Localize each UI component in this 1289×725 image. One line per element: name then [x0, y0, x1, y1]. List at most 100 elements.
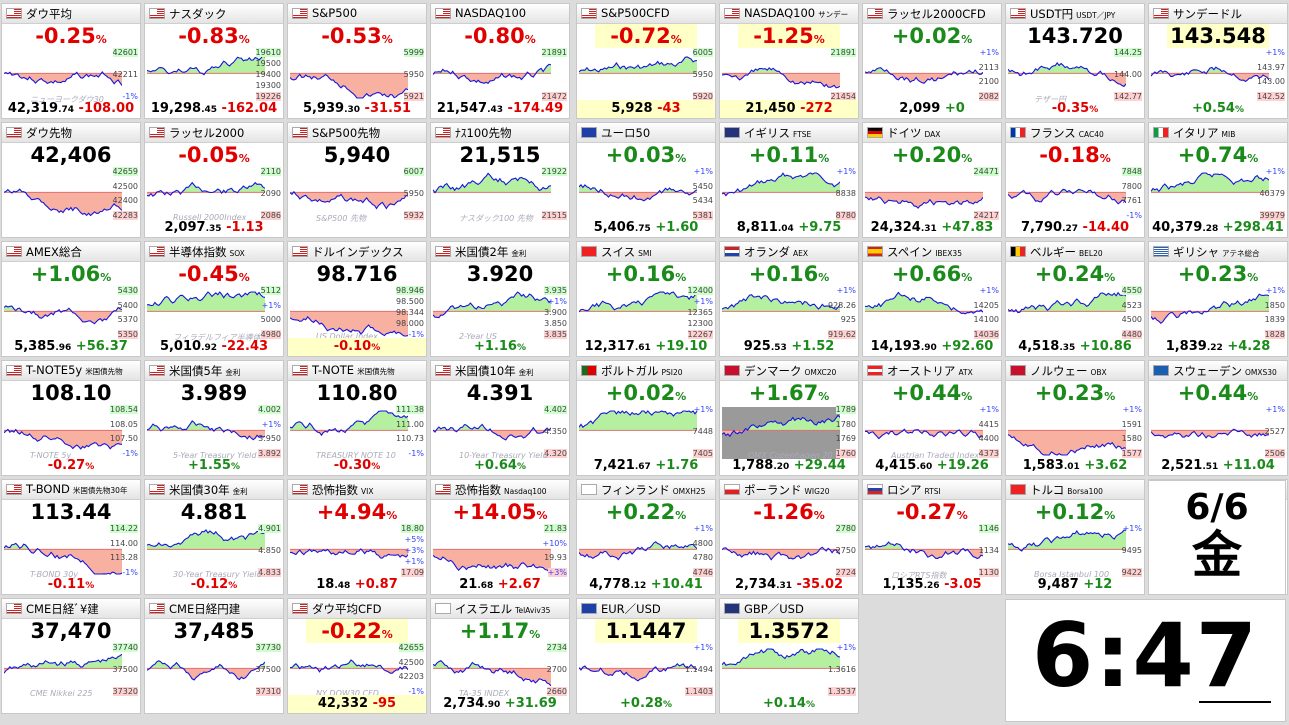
- axis-label: 142.52: [1257, 92, 1285, 101]
- market-tile[interactable]: 米国債30年 金利 4.881 4.901 4.850 4.833 30-Year Trea…: [144, 479, 284, 595]
- market-tile[interactable]: S&P500CFD -0.72% 6005 5950 5920 5,928 -43: [576, 3, 716, 119]
- market-tile[interactable]: ダウ先物 42,406 42659 42500 42400 42283: [1, 122, 141, 238]
- tile-name: フランス CAC40: [1030, 126, 1104, 140]
- last-price: 14,193: [870, 339, 921, 354]
- axis-label: 98.000: [396, 319, 424, 328]
- market-tile[interactable]: ダウ平均CFD -0.22% 42655 42500 42203 -1% NY DOW30 …: [287, 598, 427, 714]
- market-tile[interactable]: イスラエル TelAviv35 +1.17% 2734 2700 2660 TA-35 IN…: [430, 598, 570, 714]
- market-tile[interactable]: ラッセル2000 -0.05% 2110 2090 2086 Russell 2000In…: [144, 122, 284, 238]
- area-down: [4, 668, 122, 674]
- tile-header: フィンランド OMXH25: [577, 480, 715, 500]
- tile-subname: OBX: [1090, 368, 1107, 377]
- market-tile[interactable]: S&P500 -0.53% 5999 5950 5921 5,939.30 -31.51: [287, 3, 427, 119]
- market-tile[interactable]: フィンランド OMXH25 +0.22% +1% 4800 4780 4746 4,778.1…: [576, 479, 716, 595]
- market-tile[interactable]: T-NOTE5y 米国債先物 108.10 108.54 108.05 107.50 -1%…: [1, 360, 141, 476]
- big-value: -0.25%: [2, 24, 140, 48]
- market-tile[interactable]: イタリア MIB +0.74% +1% 40379 39979 40,379.28 +298…: [1148, 122, 1288, 238]
- us-flag-icon: [581, 8, 597, 19]
- market-tile[interactable]: デンマーク OMXC20 +1.67% 1789 1780 1769 1760 OMX Cop…: [719, 360, 859, 476]
- last-price: 7,421: [593, 458, 635, 473]
- area-down: [290, 192, 408, 209]
- market-tile[interactable]: 米国債10年 金利 4.391 4.402 4.350 4.320 10-Year Trea…: [430, 360, 570, 476]
- axis-label: +1%: [693, 405, 713, 414]
- market-tile[interactable]: GBP／USD 1.3572 +1% 1.3616 1.3537 +0.14%: [719, 598, 859, 714]
- market-tile[interactable]: スウェーデン OMXS30 +0.44% +1% 2527 2506 2,521.51 +1…: [1148, 360, 1288, 476]
- price-line: [4, 542, 122, 575]
- chart-watermark: Austrian Traded Index: [891, 451, 980, 460]
- axis-label: 4746: [692, 568, 713, 577]
- market-tile[interactable]: 半導体指数 SOX -0.45% 5112 +1% 5000 4980 フィラデルフィア半導体…: [144, 241, 284, 357]
- market-tile[interactable]: ナスダック -0.83% 19610 19500 19400 19300 19226 19,2…: [144, 3, 284, 119]
- market-tile[interactable]: 米国債5年 金利 3.989 4.002 +1% 3.950 3.892 5-Year Tre…: [144, 360, 284, 476]
- market-tile[interactable]: ロシア RTSI -0.27% 1146 1134 1130 ロシアRTS指数 1,135.2…: [862, 479, 1002, 595]
- market-tile[interactable]: CME日経円建 37,485 37730 37500 37310: [144, 598, 284, 714]
- market-tile[interactable]: CME日経ﾞ¥建 37,470 37740 37500 37320 CME Nikkei …: [1, 598, 141, 714]
- axis-label: 8780: [835, 211, 856, 220]
- market-tile[interactable]: EUR／USD 1.1447 +1% 1.1494 1.1403 +0.28%: [576, 598, 716, 714]
- percent-sign: %: [1247, 271, 1259, 284]
- market-tile[interactable]: オーストリア ATX +0.44% +1% 4415 4400 4373 Austrian T…: [862, 360, 1002, 476]
- market-tile[interactable]: 恐怖指数 Nasdaq100 +14.05% 21.83 +10% 19.93 +3% 21.…: [430, 479, 570, 595]
- market-tile[interactable]: AMEX総合 +1.06% 5430 5400 5370 5350 5,385.96 +56…: [1, 241, 141, 357]
- axis-label: 1130: [978, 568, 999, 577]
- axis-label: 5950: [692, 70, 713, 79]
- tile-name: ラッセル2000: [169, 126, 245, 140]
- change-value: +10.86: [1079, 339, 1132, 354]
- market-tile[interactable]: USDT円 USDT／JPY 143.720 144.25 144.00 142.77 テザ…: [1005, 3, 1145, 119]
- last-price: 2,099: [899, 101, 941, 116]
- market-tile[interactable]: イギリス FTSE +0.11% +1% 8838 8780 8,811.04 +9.75: [719, 122, 859, 238]
- market-tile[interactable]: スペイン IBEX35 +0.66% +1% 14205 14100 14036 14,193…: [862, 241, 1002, 357]
- market-tile[interactable]: スイス SMI +0.16% 12400 +1% 12365 12300 12267 12,31…: [576, 241, 716, 357]
- market-tile[interactable]: 米国債2年 金利 3.920 3.935 +1% 3.900 3.850 3.835 2-Yea…: [430, 241, 570, 357]
- market-tile[interactable]: オランダ AEX +0.16% +1% 928.26 925 919.62 925.53 +1…: [719, 241, 859, 357]
- market-tile[interactable]: ﾅｽ100先物 21,515 21922 21515 ナスダック100 先物: [430, 122, 570, 238]
- price-line: [290, 659, 408, 674]
- big-value: 4.881: [145, 500, 283, 524]
- last-price: 4,518: [1018, 339, 1060, 354]
- market-tile[interactable]: トルコ Borsa100 +0.12% +1% 9495 9422 Borsa Istanb…: [1005, 479, 1145, 595]
- market-tile[interactable]: ベルギー BEL20 +0.24% 4550 4523 4500 4480 4,518.35 …: [1005, 241, 1145, 357]
- market-tile[interactable]: ラッセル2000CFD +0.02% +1% 2113 2100 2082 2,099 +0: [862, 3, 1002, 119]
- last-price: 21: [459, 577, 478, 592]
- big-value: 21,515: [431, 143, 569, 167]
- tile-footer: 925.53 +1.52: [720, 338, 858, 356]
- area-down: [1151, 311, 1269, 324]
- market-tile[interactable]: T-BOND 米国債先物30年 113.44 114.22 114.00 113.28 -1…: [1, 479, 141, 595]
- market-tile[interactable]: ポーランド WIG20 -1.26% 2780 2750 2724 2,734.31 -35…: [719, 479, 859, 595]
- last-price: 2,734: [443, 696, 485, 711]
- market-tile[interactable]: ドイツ DAX +0.20% 24471 24217 24,324.31 +47.83: [862, 122, 1002, 238]
- market-tile[interactable]: NASDAQ100 -0.80% 21891 21472 21,547.43 -174.…: [430, 3, 570, 119]
- market-tile[interactable]: S&P500先物 5,940 6007 5950 5932 S&P500 先物: [287, 122, 427, 238]
- market-tile[interactable]: ポルトガル PSI20 +0.02% +1% 7448 7405 7,421.67 +1.7…: [576, 360, 716, 476]
- price-line: [4, 653, 122, 674]
- tile-footer: 5,939.30 -31.51: [288, 100, 426, 118]
- axis-label: 6005: [692, 48, 713, 57]
- market-tile[interactable]: 恐怖指数 VIX +4.94% 18.80 +5% +3% +1% 17.09 18.48 +0…: [287, 479, 427, 595]
- big-value: 110.80: [288, 381, 426, 405]
- market-tile[interactable]: ユーロ50 +0.03% +1% 5450 5434 5381 5,406.75 +1.60: [576, 122, 716, 238]
- change-value: -31.51: [364, 101, 412, 116]
- market-tile[interactable]: ノルウェー OBX +0.23% +1% 1591 1580 1577 1,583.01 +3…: [1005, 360, 1145, 476]
- percent-sign: %: [516, 462, 526, 472]
- uk-flag-icon: [724, 603, 740, 614]
- axis-label: 98.344: [396, 308, 424, 317]
- market-tile[interactable]: フランス CAC40 -0.18% 7848 7800 7761 -1% 7,790.27 -…: [1005, 122, 1145, 238]
- axis-label: 5932: [403, 211, 424, 220]
- market-tile[interactable]: NASDAQ100 サンデー -1.25% 21891 21454 21,450 -272: [719, 3, 859, 119]
- market-tile[interactable]: サンデードル 143.548 +1% 143.97 143.00 142.52 +0.54%: [1148, 3, 1288, 119]
- tile-name: S&P500先物: [312, 126, 381, 140]
- tile-subname: TelAviv35: [515, 606, 551, 615]
- big-value: -0.80%: [431, 24, 569, 48]
- last-price: 1,788: [732, 458, 774, 473]
- market-tile[interactable]: ドルインデックス 98.716 98.946 98.500 98.344 98.000 -1…: [287, 241, 427, 357]
- market-tile[interactable]: T-NOTE 米国債先物 110.80 111.38 111.00 110.73 -1% TR…: [287, 360, 427, 476]
- change-value: +10.41: [650, 577, 703, 592]
- percent-sign: %: [675, 390, 687, 403]
- market-tile[interactable]: ダウ平均 -0.25% 42601 42211 -1% ニューヨークダウ30 42,319.…: [1, 3, 141, 119]
- axis-label: +1%: [693, 297, 713, 306]
- area-up: [579, 411, 697, 431]
- axis-label: 12365: [687, 308, 713, 317]
- market-tile[interactable]: ギリシャ アテネ総合 +0.23% +1% 1850 1839 1828 1,839.22 +…: [1148, 241, 1288, 357]
- area-up: [147, 182, 265, 193]
- big-value-text: -0.18: [1039, 143, 1100, 167]
